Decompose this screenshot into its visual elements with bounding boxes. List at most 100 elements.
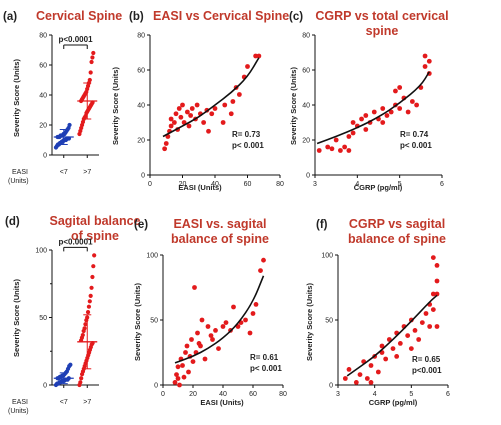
data-point (194, 102, 200, 108)
data-point (83, 322, 88, 327)
x-axis-label: EASI (12, 399, 28, 406)
data-point (222, 102, 228, 108)
data-point (190, 359, 196, 364)
data-point (364, 376, 370, 381)
data-point (397, 341, 403, 346)
data-point (408, 346, 414, 351)
panel-label: (c) (289, 11, 303, 23)
y-tick-label: 40 (39, 93, 47, 100)
data-point (198, 343, 203, 349)
x-tick-label: 3 (313, 181, 317, 188)
data-point (414, 102, 419, 108)
data-point (258, 268, 263, 273)
panel-title: Cervical Spine (36, 9, 122, 23)
data-point (175, 364, 181, 370)
data-point (434, 263, 440, 268)
y-axis-label: Severity Score (Units) (12, 59, 21, 137)
y-axis-label: Severity Score (Units) (12, 279, 21, 357)
data-point (231, 304, 236, 310)
data-point (434, 291, 440, 297)
panel-a: (a) Cervical Spine 0 20 40 60 80 Severity Score… (3, 9, 122, 185)
data-point (346, 134, 352, 139)
data-point (329, 146, 335, 152)
data-point (87, 77, 92, 83)
panel-title: CGRP vs total cervical (315, 9, 448, 23)
data-point (206, 128, 211, 134)
data-point (247, 330, 253, 336)
y-tick-label: 0 (141, 173, 145, 180)
fit-curve (162, 57, 260, 138)
data-point (205, 324, 211, 329)
data-point (177, 382, 182, 388)
x-category-label: <7 (60, 169, 68, 176)
data-point (342, 376, 348, 381)
data-point (87, 299, 92, 304)
stat-label: p< 0.001 (250, 364, 282, 373)
data-point (188, 113, 194, 118)
stat-label: R= 0.65 (412, 355, 441, 364)
data-point (256, 53, 262, 59)
data-point (390, 346, 396, 351)
y-tick-label: 100 (35, 248, 47, 255)
data-point (178, 114, 184, 120)
panel-label: (f) (316, 219, 328, 231)
data-point (176, 106, 182, 111)
data-point (189, 106, 195, 111)
x-axis-label: EASI (Units) (178, 183, 222, 192)
data-point (325, 144, 331, 150)
data-point (384, 113, 390, 118)
data-point (338, 148, 343, 153)
fit-curve (346, 294, 438, 377)
data-point (168, 116, 174, 122)
data-point (184, 343, 190, 349)
data-point (430, 307, 436, 312)
data-point (78, 380, 83, 385)
data-point (405, 109, 411, 115)
data-point (426, 58, 432, 64)
y-tick-label: 0 (306, 173, 310, 180)
data-point (209, 111, 215, 117)
x-tick-label: 6 (446, 391, 450, 398)
data-point (383, 356, 389, 362)
stat-label: p< 0.001 (400, 141, 432, 150)
data-point (422, 53, 428, 59)
data-point (230, 99, 236, 104)
x-tick-label: 40 (219, 391, 227, 398)
data-point (353, 380, 359, 385)
panel-b: (b) EASI vs Cervical Spine 0 20 40 60 80 Severi… (111, 9, 289, 192)
panel-label: (e) (134, 219, 148, 231)
data-point (371, 109, 377, 115)
y-axis-label: Severity Score (Units) (111, 67, 120, 145)
y-tick-label: 40 (137, 103, 145, 110)
x-tick-label: 80 (279, 391, 287, 398)
data-point (195, 330, 200, 336)
x-tick-label: 5 (409, 391, 413, 398)
data-point (379, 343, 385, 349)
data-point (171, 120, 177, 125)
data-point (210, 337, 215, 342)
panel-title: spine (366, 24, 399, 38)
y-tick-label: 0 (43, 153, 47, 160)
panel-title: CGRP vs sagital (349, 217, 445, 231)
data-point (333, 137, 339, 143)
y-tick-label: 100 (321, 253, 333, 260)
data-point (250, 311, 256, 316)
data-point (213, 328, 218, 333)
data-point (192, 285, 197, 290)
y-tick-label: 60 (302, 68, 310, 75)
x-tick-label: 4 (355, 181, 359, 188)
stat-label: p< 0.001 (232, 141, 264, 150)
x-tick-label: 4 (373, 391, 377, 398)
data-point (350, 120, 356, 125)
data-point (419, 320, 425, 325)
panel-title: of spine (71, 229, 119, 243)
data-point (186, 123, 192, 129)
y-tick-label: 0 (329, 383, 333, 390)
data-point (368, 380, 374, 385)
data-point (86, 304, 92, 309)
data-point (85, 310, 91, 315)
x-category-label: >7 (83, 399, 91, 406)
x-tick-label: 6 (440, 181, 444, 188)
